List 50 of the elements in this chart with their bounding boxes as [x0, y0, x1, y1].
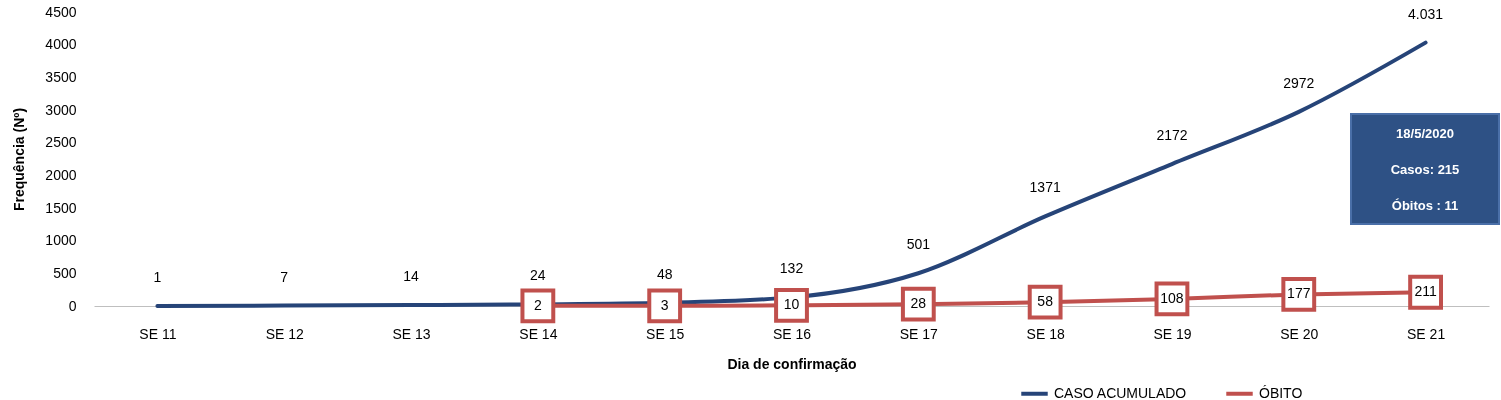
data-label: 3 — [660, 296, 669, 313]
y-tick-label: 1500 — [45, 199, 77, 216]
y-tick-label: 2500 — [45, 134, 77, 151]
data-label: 177 — [1287, 285, 1311, 302]
data-label: 2 — [533, 296, 542, 313]
x-tick-label: SE 16 — [772, 325, 812, 342]
data-label: 2172 — [1156, 127, 1188, 144]
y-tick-label: 4000 — [45, 36, 77, 53]
y-tick-label: 3500 — [45, 68, 77, 85]
data-label: 4.031 — [1408, 5, 1444, 22]
y-axis-title: Frequência (Nº) — [11, 107, 28, 212]
y-tick-label: 1000 — [45, 232, 77, 249]
x-tick-label: SE 15 — [646, 325, 685, 342]
data-label: 132 — [779, 260, 804, 277]
tooltip-box: 18/5/2020 Casos: 215 Óbitos : 11 — [1350, 113, 1500, 225]
y-tick-label: 0 — [68, 297, 77, 314]
data-label: 10 — [783, 296, 800, 313]
data-label: 2972 — [1283, 74, 1315, 91]
x-tick-label: SE 12 — [265, 325, 305, 342]
x-tick-label: SE 13 — [392, 325, 431, 342]
data-label: 1371 — [1029, 179, 1061, 196]
data-label: 211 — [1414, 283, 1437, 300]
annotation: Óbitos : 11 — [1391, 197, 1459, 213]
x-tick-label: SE 14 — [519, 325, 558, 342]
x-tick-label: SE 11 — [139, 325, 177, 342]
x-tick-label: SE 21 — [1407, 325, 1446, 342]
x-tick-label: SE 17 — [899, 325, 939, 342]
y-tick-label: 2000 — [45, 166, 77, 183]
data-label: 24 — [530, 267, 546, 284]
y-tick-label: 4500 — [45, 3, 77, 20]
data-label: 1 — [153, 268, 162, 285]
data-label: 58 — [1037, 293, 1054, 310]
point — [520, 288, 556, 324]
data-label: 48 — [656, 265, 673, 282]
annotation: Casos: 215 — [1390, 161, 1460, 177]
data-label: 108 — [1160, 289, 1184, 306]
point — [647, 288, 683, 324]
data-label: 501 — [906, 236, 931, 253]
x-tick-label: SE 19 — [1153, 325, 1192, 342]
annotation: 18/5/2020 — [1396, 125, 1454, 141]
y-tick-label: 500 — [53, 264, 77, 281]
data-label: 7 — [280, 268, 289, 285]
legend-label: ÓBITO — [1259, 384, 1303, 400]
x-axis-title: Dia de confirmação — [727, 355, 857, 372]
data-label: 28 — [910, 295, 927, 312]
y-tick-label: 3000 — [45, 101, 77, 118]
x-tick-label: SE 18 — [1026, 325, 1065, 342]
data-label: 14 — [403, 268, 420, 285]
legend-label: CASO ACUMULADO — [1054, 384, 1187, 400]
x-tick-label: SE 20 — [1280, 325, 1319, 342]
